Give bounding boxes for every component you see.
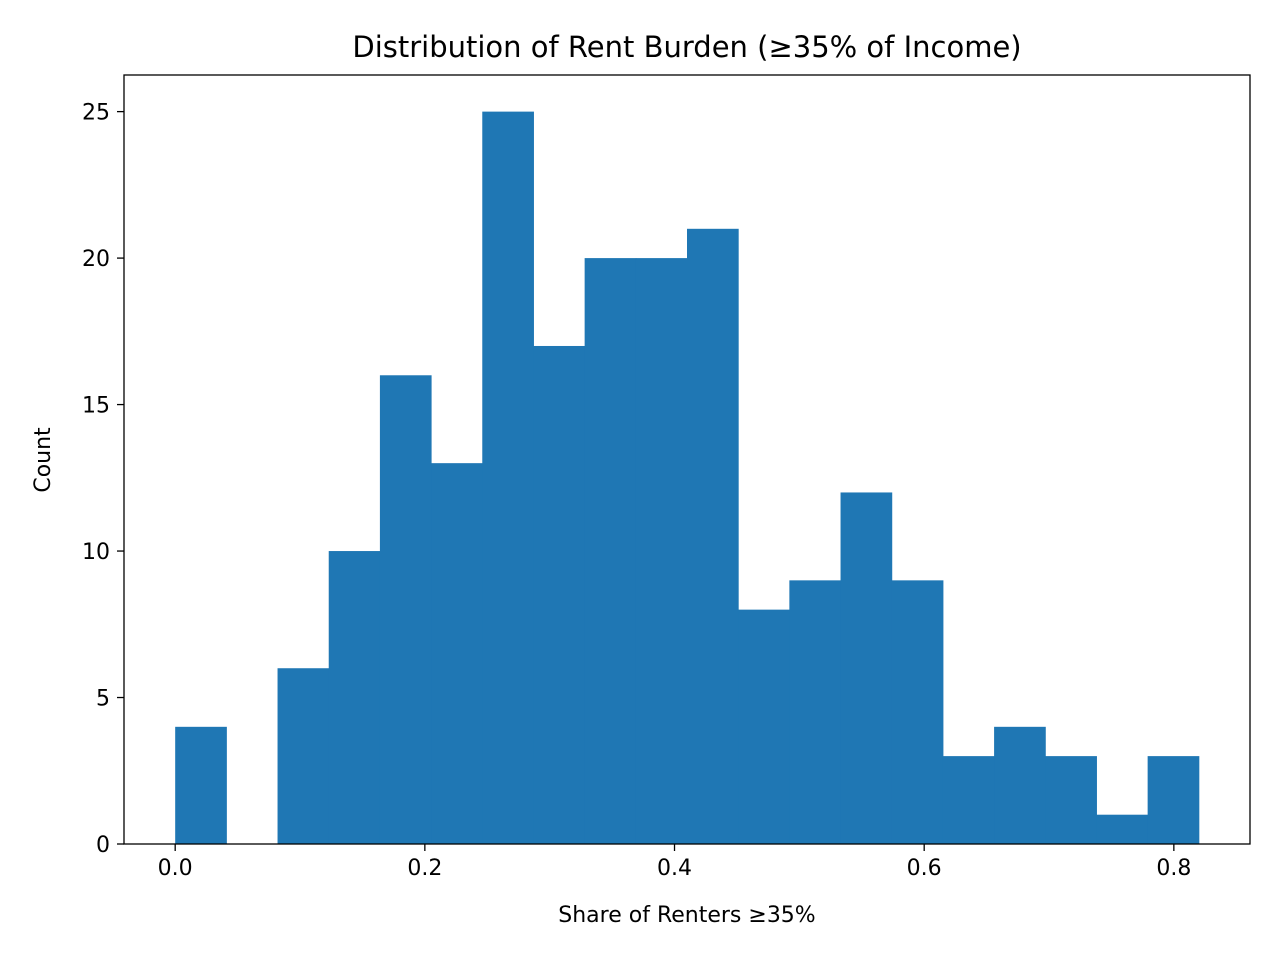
histogram-bar xyxy=(1096,814,1149,844)
y-tick-label: 5 xyxy=(96,687,110,712)
histogram-bar xyxy=(1045,756,1097,844)
histogram-bar xyxy=(687,228,739,845)
histogram-bar xyxy=(277,668,330,844)
x-tick-label: 0.4 xyxy=(657,856,692,881)
y-tick-label: 10 xyxy=(82,540,110,565)
histogram-bar xyxy=(175,726,227,844)
histogram-bar xyxy=(942,756,995,844)
histogram-bar xyxy=(482,111,534,845)
histogram-bar xyxy=(1147,756,1200,844)
x-tick-label: 0.8 xyxy=(1156,856,1191,881)
histogram-bar xyxy=(584,258,637,845)
histogram-bar xyxy=(379,375,432,844)
histogram-bar xyxy=(328,551,381,844)
histogram-bar xyxy=(891,580,944,844)
y-axis: 0 5 10 15 20 25 xyxy=(82,101,124,858)
y-tick-label: 0 xyxy=(96,833,110,858)
x-tick-label: 0.6 xyxy=(907,856,942,881)
histogram-bar xyxy=(431,463,483,844)
y-tick-label: 15 xyxy=(82,394,110,419)
y-axis-label: Count xyxy=(31,427,56,493)
histogram-bar xyxy=(994,726,1046,844)
histogram-bar xyxy=(635,258,688,845)
x-tick-label: 0.0 xyxy=(158,856,193,881)
x-tick-label: 0.2 xyxy=(407,856,442,881)
plot-frame xyxy=(123,74,1251,845)
histogram-bar xyxy=(738,609,790,844)
y-tick-label: 25 xyxy=(82,101,110,126)
histogram-bar xyxy=(789,580,842,844)
y-tick-label: 20 xyxy=(82,247,110,272)
histogram-bar xyxy=(840,492,893,844)
x-axis-label: Share of Renters ≥35% xyxy=(558,903,815,928)
chart-title: Distribution of Rent Burden (≥35% of Inc… xyxy=(352,30,1021,64)
x-axis: 0.0 0.2 0.4 0.6 0.8 xyxy=(158,844,1191,881)
bars-group xyxy=(175,111,1200,845)
histogram-bar xyxy=(533,345,586,844)
